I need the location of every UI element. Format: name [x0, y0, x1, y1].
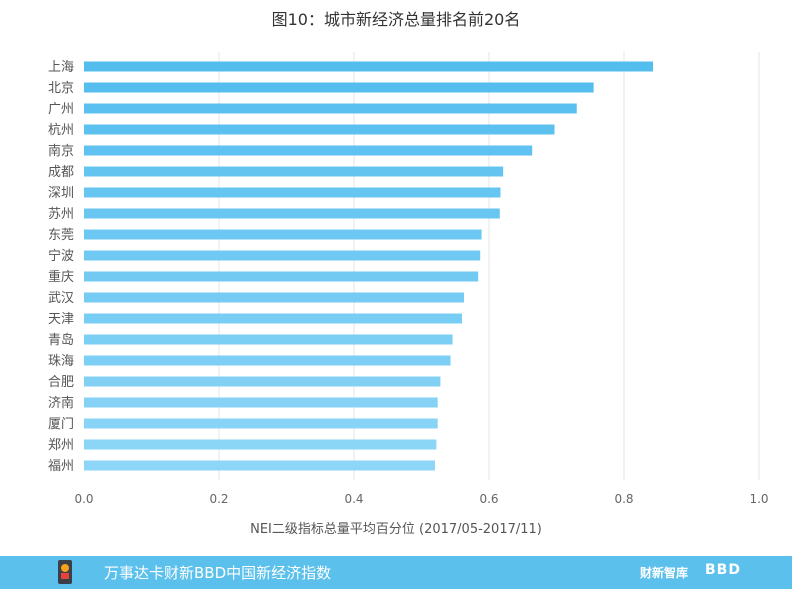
category-label: 东莞 [48, 228, 74, 243]
category-label: 广州 [48, 102, 74, 117]
x-tick-label: 0.2 [209, 492, 228, 506]
bar [84, 124, 555, 135]
category-label: 杭州 [48, 123, 74, 138]
caixin-think-tank-logo: 财新智库 [640, 566, 689, 580]
bar [84, 355, 451, 366]
x-axis-label: NEI二级指标总量平均百分位 (2017/05-2017/11) [250, 522, 542, 537]
category-label: 宁波 [48, 248, 74, 264]
bar [84, 145, 533, 156]
category-label: 福州 [48, 459, 74, 474]
category-label: 成都 [48, 165, 74, 180]
category-label: 天津 [48, 312, 74, 327]
bar [84, 397, 438, 408]
chart-title: 图10：城市新经济总量排名前20名 [271, 10, 521, 29]
bars [84, 61, 654, 471]
bar-chart: 上海北京广州杭州南京成都深圳苏州东莞宁波重庆武汉天津青岛珠海合肥济南厦门郑州福州… [48, 52, 769, 506]
bar [84, 376, 441, 387]
bar [84, 229, 482, 240]
bar [84, 460, 435, 471]
bbd-logo: BBD [705, 562, 741, 578]
bar [84, 271, 479, 282]
category-label: 武汉 [48, 291, 74, 306]
category-label: 深圳 [48, 186, 74, 201]
bar [84, 439, 437, 450]
bar [84, 187, 501, 198]
bar [84, 103, 577, 114]
x-tick-label: 1.0 [749, 492, 768, 506]
category-label: 青岛 [48, 332, 74, 348]
x-tick-label: 0.8 [614, 492, 633, 506]
x-tick-label: 0.6 [479, 492, 498, 506]
bar [84, 292, 465, 303]
category-label: 南京 [48, 143, 74, 159]
grid-lines [218, 52, 760, 480]
bar [84, 166, 504, 177]
category-label: 厦门 [48, 417, 74, 432]
bar [84, 250, 481, 261]
category-label: 重庆 [48, 269, 74, 285]
category-label: 北京 [48, 81, 74, 96]
x-tick-labels: 0.0 0.2 0.4 0.6 0.8 1.0 [74, 492, 768, 506]
footer-title: 万事达卡财新BBD中国新经济指数 [104, 564, 332, 582]
footer-bar: 万事达卡财新BBD中国新经济指数 财新智库 BBD [0, 556, 792, 589]
x-tick-label: 0.0 [74, 492, 93, 506]
bar [84, 208, 500, 219]
category-label: 郑州 [48, 438, 74, 453]
card-logo-icon [58, 560, 72, 584]
category-label: 珠海 [48, 354, 74, 369]
category-label: 上海 [48, 60, 74, 75]
bar [84, 313, 462, 324]
category-label: 济南 [48, 395, 74, 411]
bar [84, 418, 438, 429]
category-label: 苏州 [48, 206, 74, 222]
bar [84, 334, 453, 345]
bar [84, 61, 654, 72]
bar [84, 82, 594, 93]
x-tick-label: 0.4 [344, 492, 363, 506]
category-label: 合肥 [48, 375, 74, 390]
